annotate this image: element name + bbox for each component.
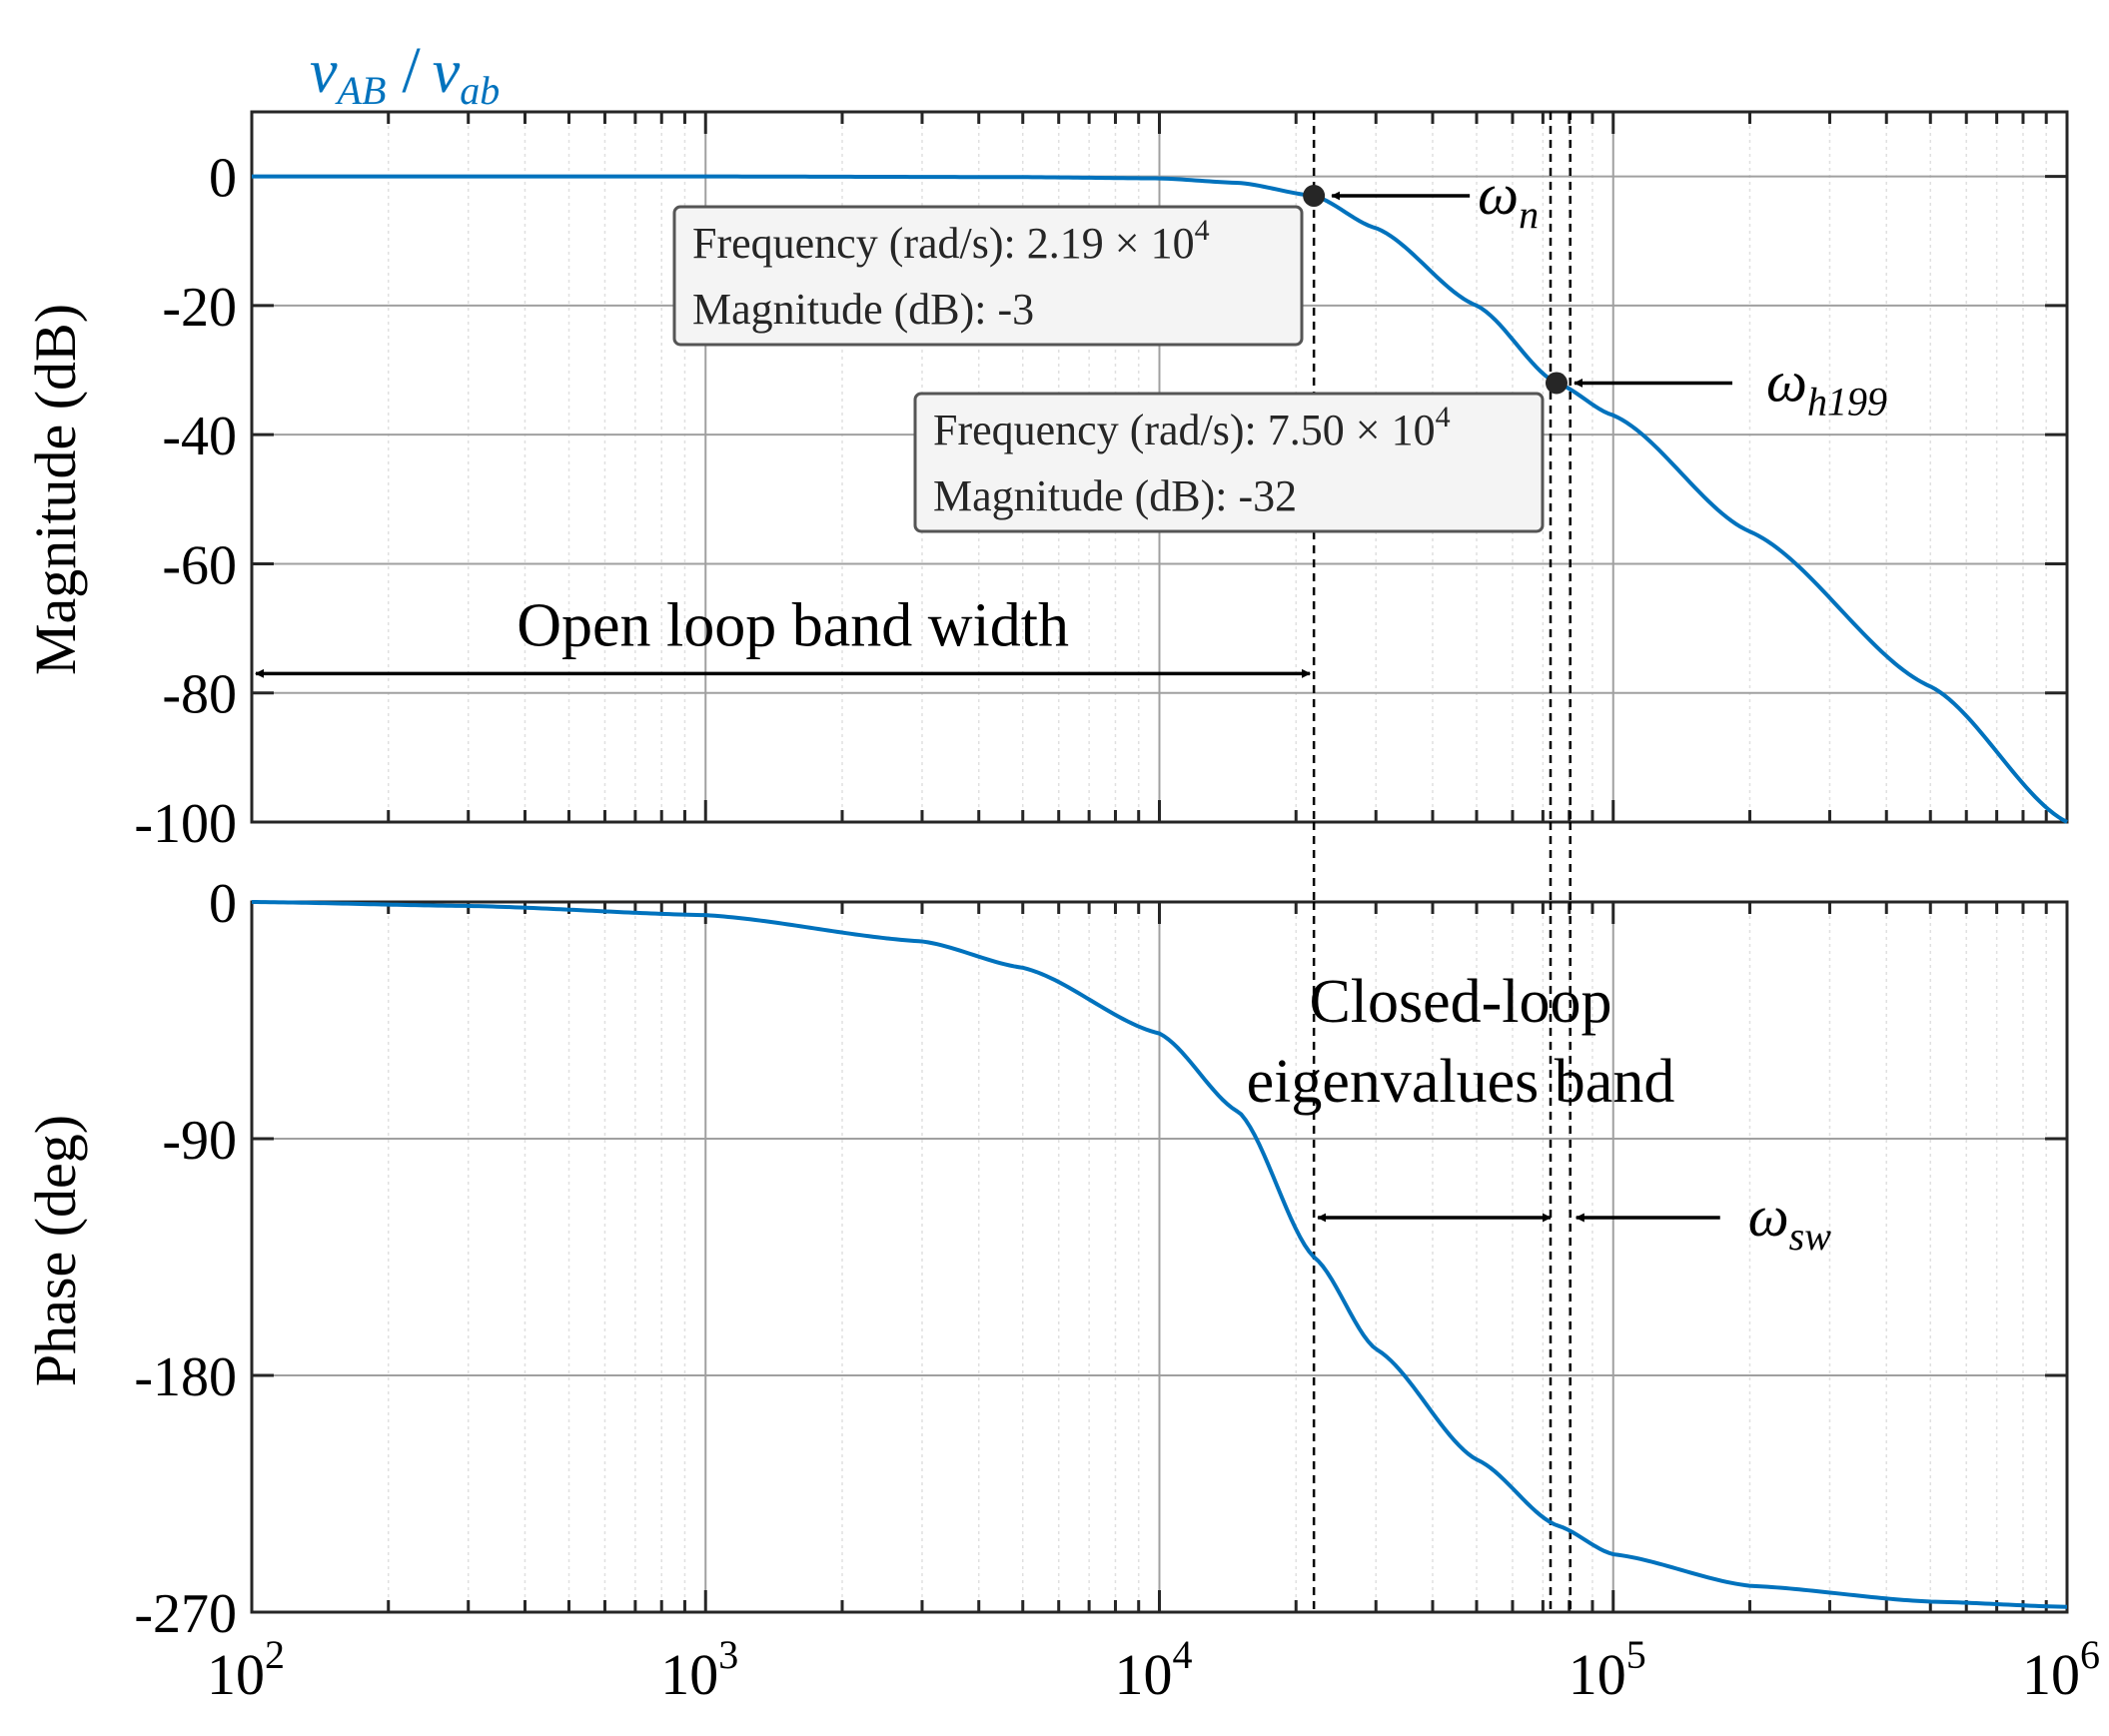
y-tick-label: -20 xyxy=(162,277,237,339)
x-tick-label: 102 xyxy=(207,1632,285,1707)
datatip-wn-frequency: Frequency (rad/s): 2.19 × 104 xyxy=(692,214,1210,268)
datatip-marker-wn[interactable] xyxy=(1303,185,1326,208)
magnitude-curve xyxy=(252,174,2068,824)
title-denominator-subscript: ab xyxy=(460,68,500,113)
x-tick-label: 103 xyxy=(660,1632,738,1707)
title-numerator: v xyxy=(310,38,338,106)
magnitude-y-tick-labels: 0 -20 -40 -60 -80 -100 xyxy=(134,148,237,855)
x-tick-labels: 102 103 104 105 106 xyxy=(207,1632,2100,1707)
closed-loop-label-line1: Closed-loop xyxy=(1309,968,1611,1036)
x-tick-label: 105 xyxy=(1569,1632,1646,1707)
y-tick-label: -40 xyxy=(162,406,237,467)
y-tick-label: -270 xyxy=(134,1583,237,1645)
datatip-wh199-frequency: Frequency (rad/s): 7.50 × 104 xyxy=(933,401,1451,454)
title-numerator-subscript: AB xyxy=(335,68,387,113)
datatip-marker-wh199[interactable] xyxy=(1545,372,1568,395)
wn-label: ωn xyxy=(1478,162,1539,237)
magnitude-panel: 0-20-40-60-80-100 Magnitude (dB) vAB / vab… xyxy=(23,34,2069,902)
open-loop-bandwidth-label: Open loop band width xyxy=(517,591,1069,659)
datatip-wn-magnitude: Magnitude (dB): -3 xyxy=(692,285,1034,334)
phase-y-tick-labels: 0 -90 -180 -270 xyxy=(134,873,237,1645)
phase-curve xyxy=(251,900,2068,1609)
y-tick-label: -60 xyxy=(162,534,237,596)
magnitude-tick-marks xyxy=(250,112,2067,824)
datatip-wh199-magnitude: Magnitude (dB): -32 xyxy=(933,471,1297,520)
closed-loop-label-line2: eigenvalues band xyxy=(1247,1048,1675,1116)
y-tick-label: -180 xyxy=(134,1346,237,1408)
title-slash: / xyxy=(402,34,421,107)
title-denominator: v xyxy=(433,38,461,106)
x-tick-label: 106 xyxy=(2022,1632,2100,1707)
wsw-label: ωsw xyxy=(1748,1184,1832,1259)
x-tick-label: 104 xyxy=(1115,1632,1193,1707)
wh199-label: ωh199 xyxy=(1766,349,1887,424)
y-tick-label: -90 xyxy=(162,1110,237,1172)
y-tick-label: -80 xyxy=(162,664,237,726)
chart-title: vAB / vab xyxy=(310,34,500,113)
y-tick-label: -100 xyxy=(134,793,237,855)
y-tick-label: 0 xyxy=(209,873,237,935)
phase-panel: 0 -90 -180 -270 102 103 104 105 106 Phase (deg)… xyxy=(23,873,2100,1707)
datatip-box-wn[interactable]: Frequency (rad/s): 2.19 × 104 Magnitude … xyxy=(672,205,1304,347)
datatip-box-wh199[interactable]: Frequency (rad/s): 7.50 × 104 Magnitude … xyxy=(913,392,1545,533)
y-tick-label: 0 xyxy=(209,148,237,210)
phase-y-axis-label: Phase (deg) xyxy=(23,1115,88,1386)
magnitude-y-axis-label: Magnitude (dB) xyxy=(23,304,88,675)
